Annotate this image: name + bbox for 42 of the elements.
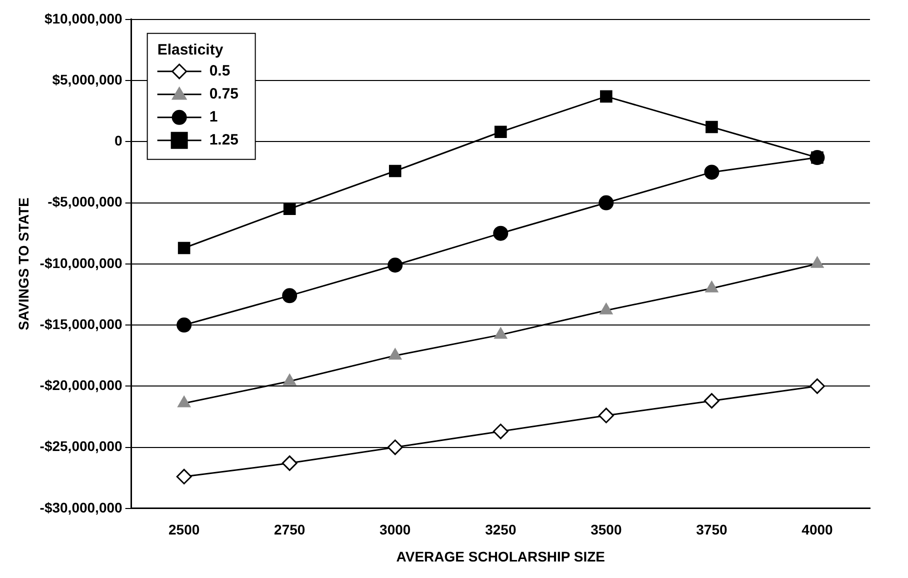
point	[494, 126, 507, 138]
x-axis-title: AVERAGE SCHOLARSHIP SIZE	[396, 548, 606, 564]
point	[176, 468, 192, 484]
point	[283, 202, 296, 216]
x-tick-label: 3000	[380, 522, 411, 538]
point	[178, 242, 190, 254]
point	[388, 164, 402, 178]
x-tick-label: 4000	[802, 522, 834, 538]
point	[704, 393, 720, 409]
y-tick-label: -$5,000,000	[48, 194, 123, 210]
x-tick-label: 2500	[168, 522, 200, 538]
x-tick-label: 3250	[485, 522, 516, 538]
y-tick-label: -$10,000,000	[40, 254, 123, 271]
y-tick-label: 0	[114, 132, 123, 149]
x-tick-label: 3750	[696, 522, 728, 538]
point	[388, 258, 403, 273]
y-axis-title: SAVINGS TO STATE	[15, 198, 32, 330]
point	[282, 288, 298, 304]
x-tick-label: 2750	[274, 522, 306, 538]
legend-label: 1.25	[209, 132, 239, 149]
y-tick-label: $5,000,000	[52, 71, 123, 88]
point	[282, 455, 298, 471]
legend-title: Elasticity	[157, 42, 224, 59]
legend-label: 0.75	[209, 86, 239, 103]
y-tick-label: -$30,000,000	[40, 499, 123, 516]
point	[704, 164, 720, 180]
point	[600, 90, 612, 103]
y-tick-label: -$20,000,000	[40, 377, 123, 394]
y-tick-label: -$15,000,000	[40, 316, 123, 332]
point	[176, 318, 192, 333]
point	[706, 120, 718, 134]
x-tick-label: 3500	[590, 522, 622, 538]
point	[492, 424, 508, 440]
y-tick-label: $10,000,000	[44, 10, 123, 26]
point	[493, 226, 508, 241]
legend-label: 0.5	[209, 62, 230, 80]
point	[387, 440, 403, 456]
point	[598, 408, 614, 424]
point	[598, 195, 614, 210]
legend-label: 1	[209, 108, 218, 126]
point	[809, 378, 825, 394]
y-tick-label: -$25,000,000	[40, 438, 123, 454]
